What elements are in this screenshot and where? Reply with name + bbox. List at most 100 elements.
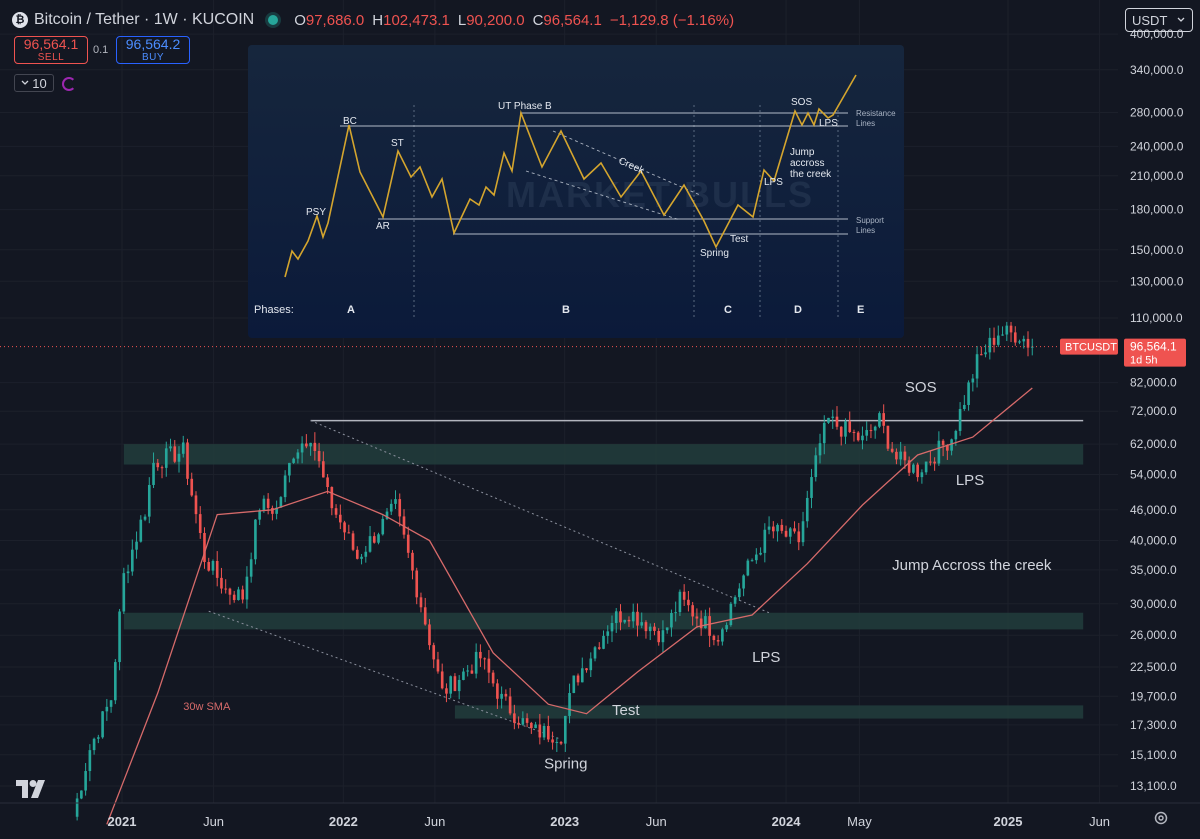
candle[interactable] (428, 619, 431, 650)
candle[interactable] (580, 657, 584, 683)
candle[interactable] (721, 627, 724, 646)
candle[interactable] (1001, 326, 1004, 336)
candle[interactable] (211, 559, 215, 575)
candle[interactable] (950, 438, 953, 456)
candle[interactable] (334, 504, 338, 519)
candle[interactable] (491, 670, 495, 687)
candle[interactable] (865, 421, 869, 441)
candle[interactable] (996, 325, 1000, 347)
candle[interactable] (725, 622, 728, 632)
candle[interactable] (254, 519, 257, 565)
candle[interactable] (623, 619, 627, 624)
candle[interactable] (941, 439, 945, 457)
candle[interactable] (551, 731, 554, 750)
candle[interactable] (827, 417, 830, 424)
candle[interactable] (886, 425, 890, 451)
candle[interactable] (653, 622, 656, 636)
candle[interactable] (368, 525, 372, 553)
symbol-title[interactable]: Bitcoin / Tether · 1W · KUCOIN (34, 11, 255, 28)
candles[interactable] (75, 321, 1034, 821)
candle[interactable] (296, 449, 300, 464)
candle[interactable] (776, 523, 779, 542)
candle[interactable] (631, 603, 635, 628)
candle[interactable] (946, 444, 949, 460)
candle[interactable] (920, 469, 924, 484)
candle[interactable] (670, 609, 673, 637)
candle[interactable] (963, 395, 966, 411)
candle[interactable] (771, 521, 775, 539)
candle[interactable] (542, 723, 546, 741)
candle[interactable] (309, 442, 312, 456)
candle[interactable] (661, 620, 665, 653)
candle[interactable] (755, 548, 758, 564)
candle[interactable] (746, 558, 750, 577)
refresh-icon[interactable] (62, 77, 76, 91)
candle[interactable] (449, 675, 453, 699)
candle[interactable] (474, 643, 478, 679)
candle[interactable] (848, 411, 852, 434)
candle[interactable] (453, 673, 457, 692)
candle[interactable] (275, 500, 278, 520)
candle[interactable] (933, 457, 936, 471)
candle[interactable] (780, 519, 784, 534)
candle[interactable] (988, 327, 992, 360)
candle[interactable] (788, 526, 792, 544)
candle[interactable] (194, 491, 198, 524)
candle[interactable] (330, 486, 334, 516)
candle[interactable] (716, 635, 720, 646)
candle[interactable] (483, 657, 486, 670)
candle[interactable] (895, 448, 898, 465)
candle[interactable] (355, 546, 359, 560)
candle[interactable] (118, 608, 121, 671)
candle[interactable] (555, 737, 559, 752)
candle[interactable] (317, 442, 321, 468)
candle[interactable] (500, 686, 503, 709)
candle[interactable] (958, 402, 962, 436)
candle[interactable] (1005, 321, 1009, 342)
candle[interactable] (101, 710, 104, 739)
candle[interactable] (305, 434, 308, 449)
candle[interactable] (228, 587, 232, 605)
candle[interactable] (793, 521, 796, 534)
candle[interactable] (80, 790, 83, 800)
candle[interactable] (521, 711, 525, 726)
indicator-count-button[interactable]: 10 (14, 74, 54, 92)
candle[interactable] (152, 452, 155, 489)
candle[interactable] (576, 673, 580, 686)
candle[interactable] (181, 435, 185, 458)
candle[interactable] (169, 438, 172, 452)
candle[interactable] (924, 461, 928, 475)
candle[interactable] (839, 426, 843, 446)
candle[interactable] (869, 424, 873, 439)
candle[interactable] (423, 597, 427, 626)
candle[interactable] (479, 644, 482, 667)
candle[interactable] (568, 683, 571, 724)
candle[interactable] (466, 665, 469, 677)
candle[interactable] (873, 425, 877, 439)
candle[interactable] (381, 515, 385, 536)
gear-icon[interactable] (1153, 810, 1169, 826)
candle[interactable] (614, 608, 618, 633)
candle[interactable] (114, 659, 117, 705)
candle[interactable] (810, 468, 813, 509)
candle[interactable] (436, 651, 440, 674)
candle[interactable] (1018, 339, 1021, 345)
candle[interactable] (394, 490, 397, 509)
candle[interactable] (415, 567, 419, 605)
candle[interactable] (619, 604, 622, 631)
candle[interactable] (1013, 326, 1017, 346)
candle[interactable] (462, 668, 465, 681)
candle[interactable] (88, 744, 92, 782)
candle[interactable] (517, 716, 520, 729)
candle[interactable] (487, 650, 491, 684)
price-axis[interactable] (1118, 0, 1200, 839)
candle[interactable] (156, 459, 160, 471)
candle[interactable] (814, 447, 818, 482)
candle[interactable] (547, 715, 550, 743)
candle[interactable] (220, 567, 223, 594)
candle[interactable] (232, 590, 236, 603)
candle[interactable] (445, 683, 448, 703)
candle[interactable] (534, 721, 537, 729)
candle[interactable] (674, 601, 677, 622)
